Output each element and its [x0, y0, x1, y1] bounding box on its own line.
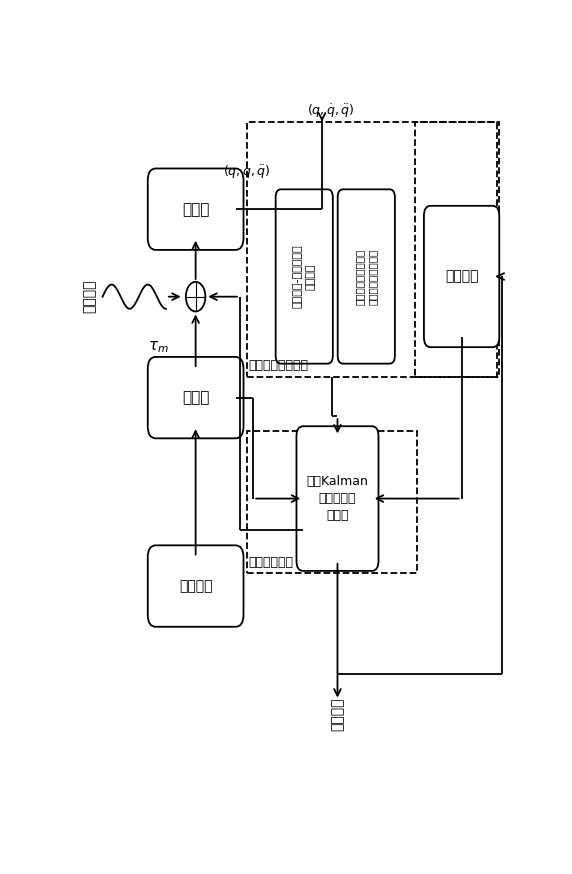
Text: $\tau_m$: $\tau_m$ [148, 339, 168, 355]
Text: 外力估计算法: 外力估计算法 [249, 556, 294, 569]
Text: 基于欧拉-拉格朗日的
机理模型: 基于欧拉-拉格朗日的 机理模型 [293, 245, 316, 309]
Text: 基于高斯过程回归的
未建模动态数据模型: 基于高斯过程回归的 未建模动态数据模型 [355, 248, 378, 305]
FancyBboxPatch shape [148, 357, 244, 439]
Bar [247, 431, 418, 572]
Text: $(q,\dot{q},\ddot{q})$: $(q,\dot{q},\ddot{q})$ [307, 103, 355, 121]
Text: 机理数据混合模型: 机理数据混合模型 [249, 359, 309, 372]
FancyBboxPatch shape [424, 206, 499, 347]
Text: 外力模型: 外力模型 [445, 269, 478, 283]
FancyBboxPatch shape [148, 545, 244, 627]
Text: 触觉外力: 触觉外力 [82, 280, 96, 314]
FancyBboxPatch shape [148, 169, 244, 250]
Bar [247, 121, 497, 378]
Bar [415, 121, 499, 378]
Text: 估计外力: 估计外力 [331, 697, 344, 731]
FancyBboxPatch shape [296, 427, 379, 571]
Text: 控制器: 控制器 [182, 390, 209, 406]
Text: 基于Kalman
滤波的外力
估计器: 基于Kalman 滤波的外力 估计器 [307, 475, 368, 522]
FancyBboxPatch shape [337, 190, 395, 364]
Text: 机械臂: 机械臂 [182, 202, 209, 217]
Text: $(q,\dot{q},\ddot{q})$: $(q,\dot{q},\ddot{q})$ [223, 163, 270, 181]
Text: 参考信号: 参考信号 [179, 579, 212, 593]
FancyBboxPatch shape [276, 190, 333, 364]
